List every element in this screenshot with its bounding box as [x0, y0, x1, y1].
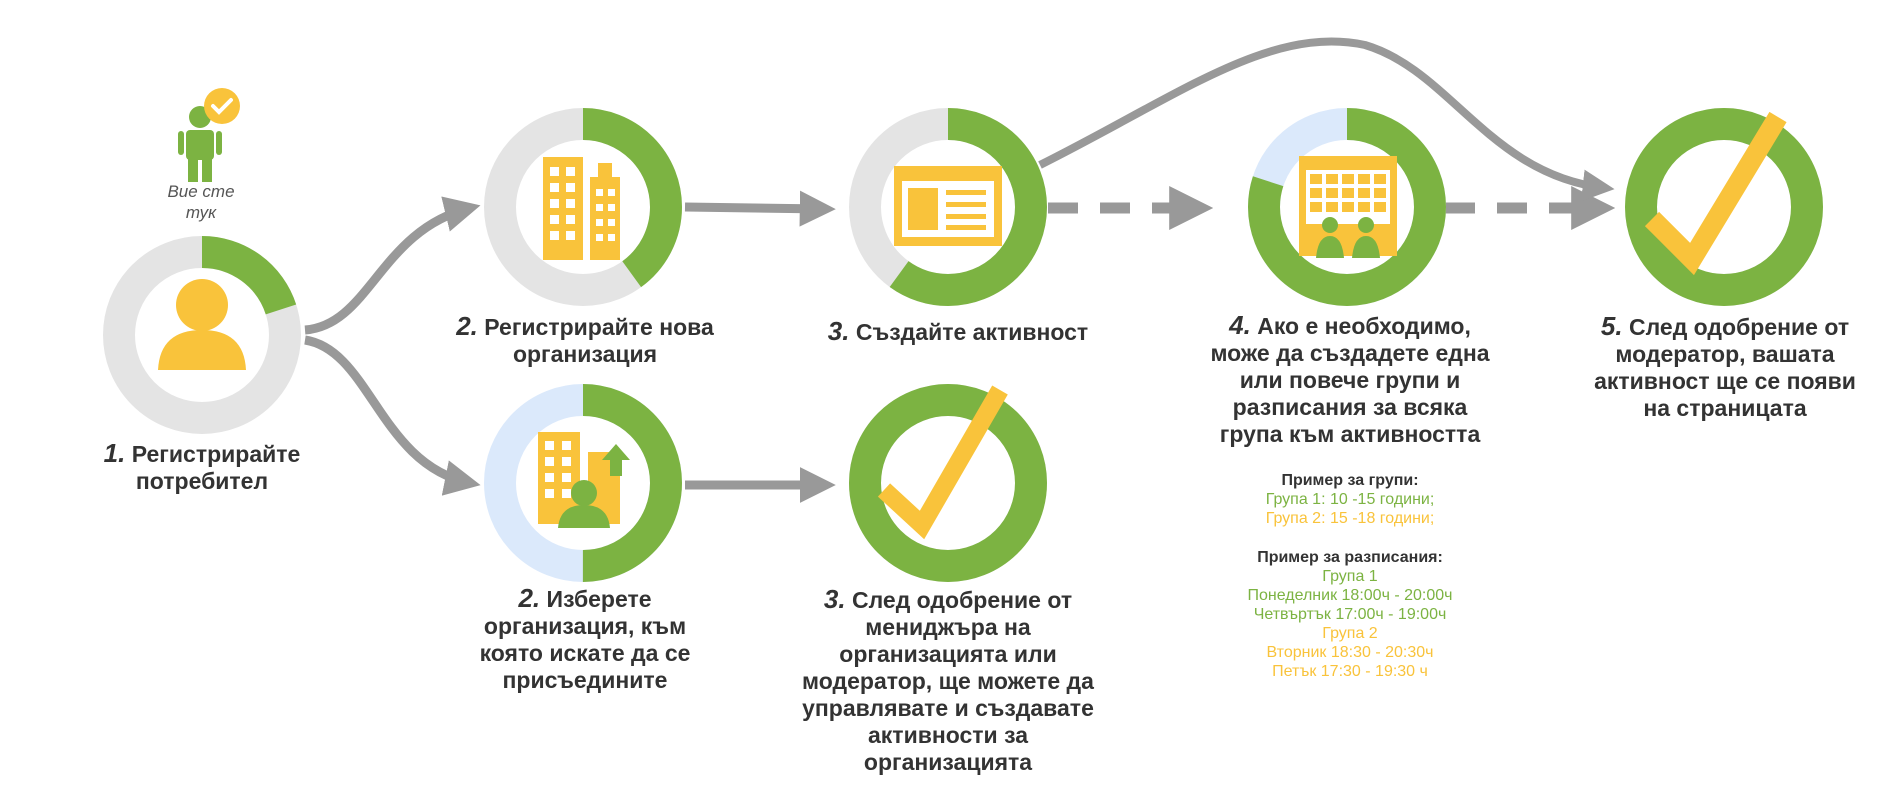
step-2b-label: 2. Изберете организация, към която искат…: [455, 585, 715, 694]
step-number: 1.: [103, 438, 126, 468]
schedule-example: Пример за разписания: Група 1 Понеделник…: [1200, 548, 1500, 681]
ring-step-2a: [484, 108, 682, 306]
step-number: 2.: [518, 583, 541, 613]
schedule-group-1-line-1: Понеделник 18:00ч - 20:00ч: [1247, 587, 1453, 604]
ring-progress-arc: [484, 384, 682, 582]
step-text: Изберете: [546, 586, 652, 612]
ring-step-5: [1625, 108, 1823, 306]
join-organization-icon: [538, 432, 630, 528]
ring-step-3a: [849, 108, 1047, 306]
step-text: След одобрение от: [851, 587, 1073, 613]
step-text: разписания за всяка: [1232, 394, 1468, 420]
ring-progress-arc: [1625, 108, 1823, 306]
step-text: Създайте активност: [855, 319, 1089, 345]
ring-progress-arc: [1248, 108, 1446, 306]
step-text: Регистрирайте: [131, 441, 301, 467]
step-text: организацията: [863, 749, 1033, 775]
arrow-3a-to-5-curve: [1038, 37, 1615, 202]
step-text: група към активността: [1219, 421, 1481, 447]
checkmark-icon: [1644, 111, 1787, 276]
step-text: модератор, вашата: [1615, 341, 1835, 367]
step-text: Регистрирайте нова: [484, 314, 714, 340]
groups-example-group-2: Група 2: 15 -18 години;: [1265, 510, 1435, 527]
schedule-group-2-title: Група 2: [1322, 625, 1378, 642]
schedule-group-1-line-2: Четвъртък 17:00ч - 19:00ч: [1253, 606, 1447, 623]
step-4-label: 4. Ако е необходимо, може да създадете е…: [1195, 312, 1505, 448]
groups-example-group-1: Група 1: 10 -15 години;: [1265, 491, 1435, 508]
step-text: управлявате и създавате: [802, 695, 1094, 721]
step-text: потребител: [135, 468, 269, 494]
groups-example-title: Пример за групи:: [1281, 472, 1419, 489]
ring-progress-arc: [484, 108, 682, 306]
step-text: организация: [512, 341, 658, 367]
you-are-here-line-2: тук: [185, 203, 217, 222]
user-icon: [158, 279, 246, 370]
schedule-group-1-title: Група 1: [1322, 568, 1378, 585]
schedule-group-2-line-1: Вторник 18:30 - 20:30ч: [1266, 644, 1434, 661]
step-1-label: 1. Регистрирайте потребител: [70, 440, 334, 495]
schedule-group-2-line-2: Петък 17:30 - 19:30 ч: [1272, 663, 1428, 680]
you-are-here-label: Вие сте тук: [150, 181, 252, 223]
step-text: на страницата: [1643, 395, 1807, 421]
schedule-example-title: Пример за разписания:: [1257, 549, 1443, 566]
step-3a-label: 3. Създайте активност: [808, 318, 1108, 346]
ring-progress-arc: [849, 384, 1047, 582]
step-text: активности за: [868, 722, 1028, 748]
step-text: или повече групи и: [1239, 367, 1461, 393]
step-text: След одобрение от: [1628, 314, 1850, 340]
step-number: 4.: [1229, 310, 1251, 340]
checkmark-icon: [877, 385, 1008, 540]
arrow-1-to-2a: [304, 196, 481, 335]
arrow-2a-to-3a: [684, 190, 836, 227]
user-check-icon: [178, 88, 240, 182]
step-text: модератор, ще можете да: [802, 668, 1094, 694]
arrow-1-to-2b: [304, 335, 481, 496]
ring-progress-arc: [103, 236, 301, 434]
ring-step-4: [1248, 108, 1446, 306]
step-number: 5.: [1600, 311, 1623, 341]
step-text: която искате да се: [479, 640, 691, 666]
step-number: 3.: [823, 584, 846, 614]
step-text: може да създадете една: [1210, 340, 1490, 366]
step-number: 3.: [827, 316, 850, 346]
step-text: активност ще се появи: [1594, 368, 1856, 394]
step-3b-label: 3. След одобрение от мениджъра на органи…: [798, 586, 1098, 776]
ring-step-3b: [849, 384, 1047, 582]
ring-progress-arc: [849, 108, 1047, 306]
ring-step-1: [103, 236, 301, 434]
step-number: 2.: [456, 311, 478, 341]
you-are-here-line-1: Вие сте: [167, 182, 235, 201]
step-text: присъедините: [502, 667, 668, 693]
groups-example: Пример за групи: Група 1: 10 -15 години;…: [1220, 471, 1480, 528]
step-5-label: 5. След одобрение от модератор, вашата а…: [1565, 313, 1885, 422]
calendar-schedule-icon: [1299, 156, 1397, 258]
step-text: организация, към: [483, 613, 687, 639]
step-text: Ако е необходимо,: [1257, 313, 1471, 339]
step-2a-label: 2. Регистрирайте нова организация: [455, 313, 715, 368]
step-text: организацията или: [839, 641, 1057, 667]
ring-step-2b: [484, 384, 682, 582]
activity-board-icon: [894, 166, 1002, 246]
buildings-icon: [543, 157, 620, 260]
step-text: мениджъра на: [865, 614, 1031, 640]
